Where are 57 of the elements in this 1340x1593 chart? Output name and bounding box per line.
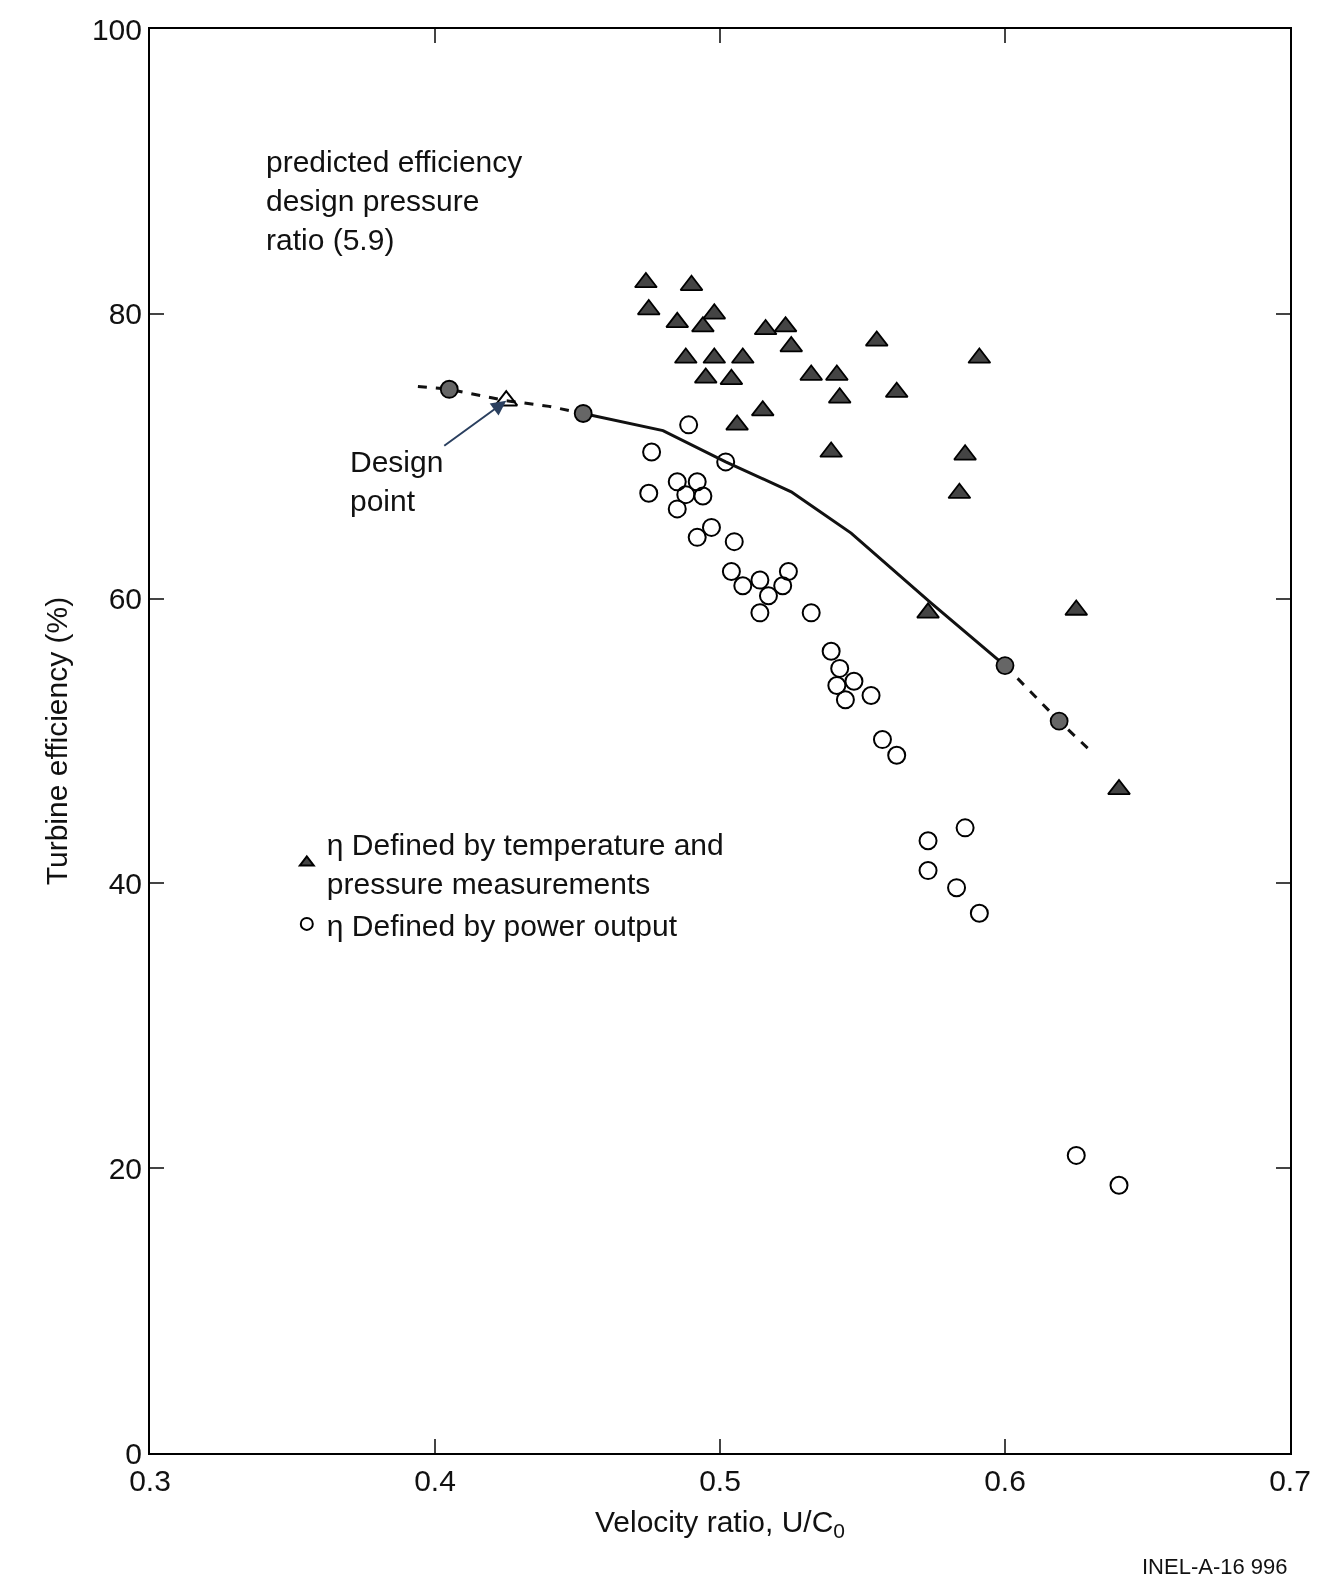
point bbox=[861, 685, 881, 705]
point bbox=[439, 379, 459, 399]
point bbox=[750, 570, 770, 590]
point bbox=[573, 404, 593, 423]
point bbox=[716, 452, 736, 472]
x-tick-label: 0.4 bbox=[414, 1464, 456, 1497]
y-tick-label: 60 bbox=[108, 582, 142, 616]
point bbox=[1049, 711, 1069, 731]
point bbox=[679, 415, 699, 435]
point bbox=[969, 903, 989, 923]
point bbox=[918, 861, 938, 881]
point bbox=[733, 576, 753, 596]
point bbox=[801, 603, 821, 623]
x-tick-label: 0.7 bbox=[1269, 1464, 1311, 1497]
point bbox=[995, 656, 1015, 675]
y-tick-label: 40 bbox=[108, 866, 142, 900]
y-axis-title: Turbine efficiency (%) bbox=[40, 596, 74, 886]
point bbox=[830, 658, 850, 678]
point bbox=[835, 690, 855, 710]
text: INEL-A-16 996 bbox=[1142, 1554, 1288, 1579]
point bbox=[642, 442, 662, 462]
point bbox=[667, 499, 687, 519]
point bbox=[887, 745, 907, 765]
point bbox=[701, 517, 721, 537]
point bbox=[687, 527, 707, 547]
point bbox=[750, 603, 770, 623]
annotation: predicted efficiency design pressure ratio (5.9) bbox=[266, 145, 523, 256]
point bbox=[687, 472, 707, 492]
point bbox=[918, 831, 938, 851]
point bbox=[827, 675, 847, 695]
x-axis-title: Velocity ratio, U/C$_{0}$ bbox=[594, 1505, 846, 1543]
point bbox=[955, 818, 975, 838]
point bbox=[721, 562, 741, 582]
x-tick-label: 0.6 bbox=[984, 1464, 1026, 1497]
point bbox=[725, 414, 749, 431]
point bbox=[758, 586, 778, 606]
point bbox=[724, 532, 744, 552]
point bbox=[634, 272, 658, 289]
point bbox=[821, 641, 841, 661]
y-tick-label: 20 bbox=[108, 1151, 142, 1185]
point bbox=[947, 878, 967, 898]
y-tick-label: 100 bbox=[91, 12, 142, 46]
point bbox=[639, 483, 659, 503]
point bbox=[916, 602, 940, 619]
point bbox=[778, 562, 798, 582]
x-tick-label: 0.5 bbox=[699, 1464, 741, 1497]
point bbox=[693, 486, 713, 506]
legend-label: η Defined by power output bbox=[326, 908, 678, 942]
point bbox=[676, 485, 696, 505]
point bbox=[844, 671, 864, 691]
point bbox=[953, 444, 977, 461]
point bbox=[773, 576, 793, 596]
annotation: Design point bbox=[350, 445, 444, 517]
y-tick-label: 80 bbox=[108, 297, 142, 331]
point bbox=[691, 316, 715, 333]
point bbox=[872, 730, 892, 750]
point bbox=[667, 472, 687, 492]
